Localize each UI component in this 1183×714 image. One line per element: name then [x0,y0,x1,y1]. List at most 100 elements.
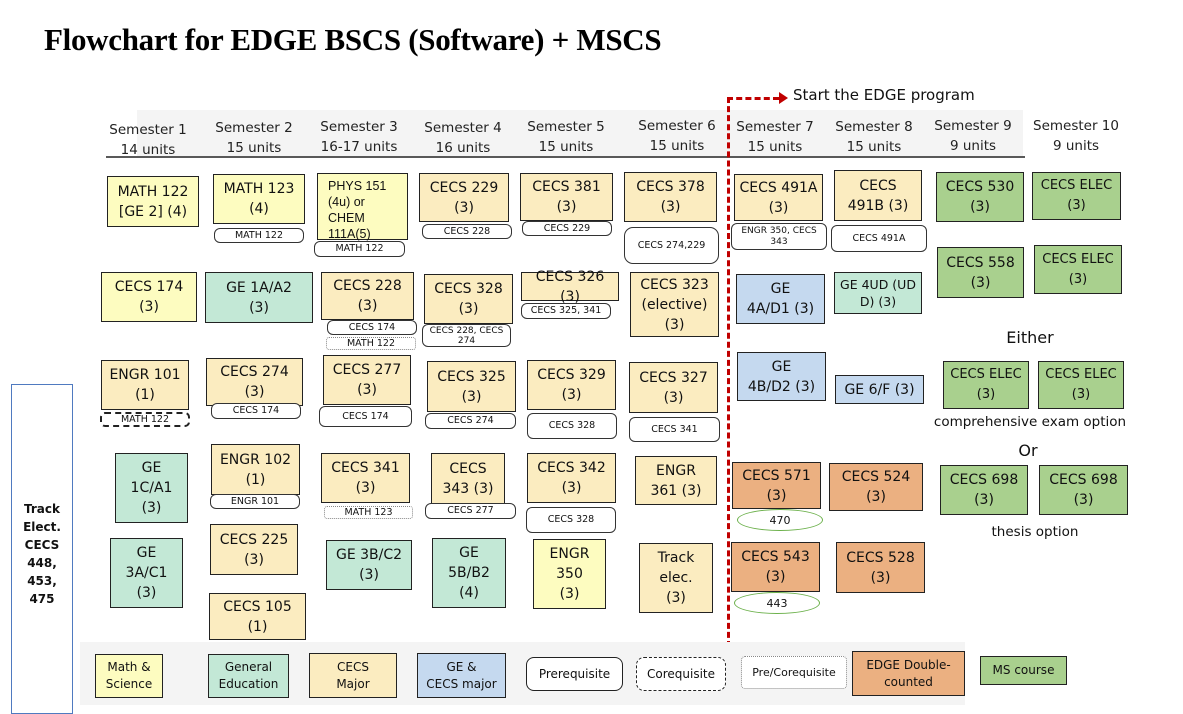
course-cecs-528[interactable]: CECS 528 (3) [836,542,925,593]
page-title: Flowchart for EDGE BSCS (Software) + MSC… [44,22,662,57]
prerequisite-tag: CECS 228 [422,224,512,239]
semester-header-4: Semester 4 16 units [424,120,502,156]
course-track-elective[interactable]: Track elec. (3) [639,543,713,613]
course-engr-101[interactable]: ENGR 101 (1) [101,360,189,410]
exam-option-cecs-elec[interactable]: CECS ELEC (3) [943,361,1029,409]
course-math-123[interactable]: MATH 123 (4) [213,174,305,224]
course-cecs-325[interactable]: CECS 325 (3) [427,361,516,412]
thesis-option-cecs-698[interactable]: CECS 698 (3) [940,465,1028,515]
course-cecs-342[interactable]: CECS 342 (3) [527,453,616,503]
course-cecs-327[interactable]: CECS 327 (3) [629,362,718,413]
course-cecs-105[interactable]: CECS 105 (1) [209,593,306,640]
course-cecs-524[interactable]: CECS 524 (3) [829,463,923,511]
prerequisite-tag: CECS 277 [425,503,516,519]
arrow-right-icon [779,92,788,104]
course-ge-1a-a2[interactable]: GE 1A/A2 (3) [205,272,313,323]
prerequisite-tag: CECS 174 [327,320,417,335]
course-cecs-491b[interactable]: CECS 491B (3) [834,170,922,221]
course-ge-3a-c1[interactable]: GE 3A/C1 (3) [110,538,183,608]
prerequisite-tag: MATH 122 [214,228,304,243]
course-ge-4ud[interactable]: GE 4UD (UD D) (3) [834,272,922,314]
course-cecs-571[interactable]: CECS 571 (3) [732,462,821,509]
course-cecs-277[interactable]: CECS 277 (3) [323,355,411,405]
course-cecs-381[interactable]: CECS 381 (3) [520,173,613,221]
course-cecs-elec[interactable]: CECS ELEC (3) [1032,172,1121,220]
course-engr-361[interactable]: ENGR 361 (3) [635,456,717,505]
semester-header-7: Semester 7 15 units [736,119,814,155]
semester-header-1: Semester 1 14 units [109,122,187,158]
prerequisite-tag: CECS 174 [211,403,301,419]
prerequisite-tag: CECS 491A [831,225,927,252]
prerequisite-tag: CECS 274 [425,413,516,429]
corequisite-tag: MATH 122 [100,412,190,427]
thesis-option-label: thesis option [991,524,1079,540]
or-label: Or [1018,441,1038,460]
course-cecs-174[interactable]: CECS 174 (3) [101,272,197,322]
course-cecs-491a[interactable]: CECS 491A (3) [734,174,823,221]
course-cecs-225[interactable]: CECS 225 (3) [210,524,298,575]
prerequisite-tag: CECS 325, 341 [521,303,611,319]
either-label: Either [1006,328,1054,347]
semester-header-8: Semester 8 15 units [835,119,913,155]
course-engr-350[interactable]: ENGR 350 (3) [533,539,606,609]
course-cecs-328[interactable]: CECS 328 (3) [424,274,513,324]
double-counted-tag: 470 [737,509,823,531]
course-ge-6-f[interactable]: GE 6/F (3) [835,375,924,404]
course-cecs-530[interactable]: CECS 530 (3) [936,172,1024,222]
course-cecs-543[interactable]: CECS 543 (3) [731,542,820,592]
course-cecs-343[interactable]: CECS 343 (3) [431,453,505,504]
semester-header-divider [106,156,1025,158]
prerequisite-tag: CECS 274,229 [624,227,719,264]
course-engr-102[interactable]: ENGR 102 (1) [211,444,300,495]
thesis-option-cecs-698[interactable]: CECS 698 (3) [1039,465,1128,515]
course-cecs-326[interactable]: CECS 326 (3) [521,269,619,305]
course-cecs-229[interactable]: CECS 229 (3) [419,173,509,222]
course-cecs-341[interactable]: CECS 341 (3) [321,453,410,503]
semester-header-6: Semester 6 15 units [638,118,716,154]
course-cecs-274[interactable]: CECS 274 (3) [206,358,303,406]
semester-header-3: Semester 3 16-17 units [320,119,398,155]
course-cecs-378[interactable]: CECS 378 (3) [624,172,717,222]
course-phys-151-or-chem-111a[interactable]: PHYS 151 (4u) or CHEM 111A(5) [317,173,408,241]
course-cecs-elec[interactable]: CECS ELEC (3) [1034,245,1122,294]
pre-corequisite-tag: MATH 122 [326,337,416,350]
legend-corequisite: Corequisite [636,657,726,691]
pre-corequisite-tag: MATH 123 [324,506,413,519]
semester-header-5: Semester 5 15 units [527,119,605,155]
prerequisite-tag: ENGR 101 [210,494,300,509]
prerequisite-tag: CECS 229 [522,221,612,236]
course-ge-1c-a1[interactable]: GE 1C/A1 (3) [115,453,188,523]
prerequisite-tag: CECS 174 [319,406,412,427]
prerequisite-tag: ENGR 350, CECS 343 [731,223,827,250]
double-counted-tag: 443 [734,592,820,614]
prerequisite-tag: CECS 328 [526,507,616,533]
semester-header-10: Semester 10 9 units [1033,118,1119,154]
course-ge-4b-d2[interactable]: GE 4B/D2 (3) [737,352,826,401]
course-cecs-228[interactable]: CECS 228 (3) [321,272,414,320]
course-ge-5b-b2[interactable]: GE 5B/B2 (4) [432,538,506,608]
legend-pre-corequisite: Pre/Corequisite [741,656,847,689]
legend-math-science: Math & Science [95,654,163,698]
prerequisite-tag: CECS 228, CECS 274 [422,324,511,347]
course-cecs-558[interactable]: CECS 558 (3) [937,247,1024,298]
course-ge-3b-c2[interactable]: GE 3B/C2 (3) [326,540,412,590]
prerequisite-tag: CECS 328 [527,413,617,439]
edge-arrow-line [727,97,779,100]
semester-header-band [137,110,1023,158]
course-cecs-323[interactable]: CECS 323 (elective) (3) [630,272,719,337]
legend-edge-double-counted: EDGE Double-counted [852,651,965,696]
comprehensive-exam-label: comprehensive exam option [933,414,1127,430]
edge-divider-line [727,97,730,647]
course-cecs-329[interactable]: CECS 329 (3) [527,360,616,410]
course-math-122[interactable]: MATH 122 [GE 2] (4) [107,176,199,227]
edge-start-label: Start the EDGE program [793,86,975,104]
legend-cecs-major: CECS Major [309,653,397,698]
exam-option-cecs-elec[interactable]: CECS ELEC (3) [1038,361,1124,409]
legend-ge-cecs-major: GE & CECS major [417,653,506,698]
prerequisite-tag: CECS 341 [629,417,720,442]
course-ge-4a-d1[interactable]: GE 4A/D1 (3) [736,274,825,324]
track-electives-panel: Track Elect. CECS 448, 453, 475 [11,384,73,714]
prerequisite-tag: MATH 122 [314,241,405,257]
semester-header-2: Semester 2 15 units [215,120,293,156]
